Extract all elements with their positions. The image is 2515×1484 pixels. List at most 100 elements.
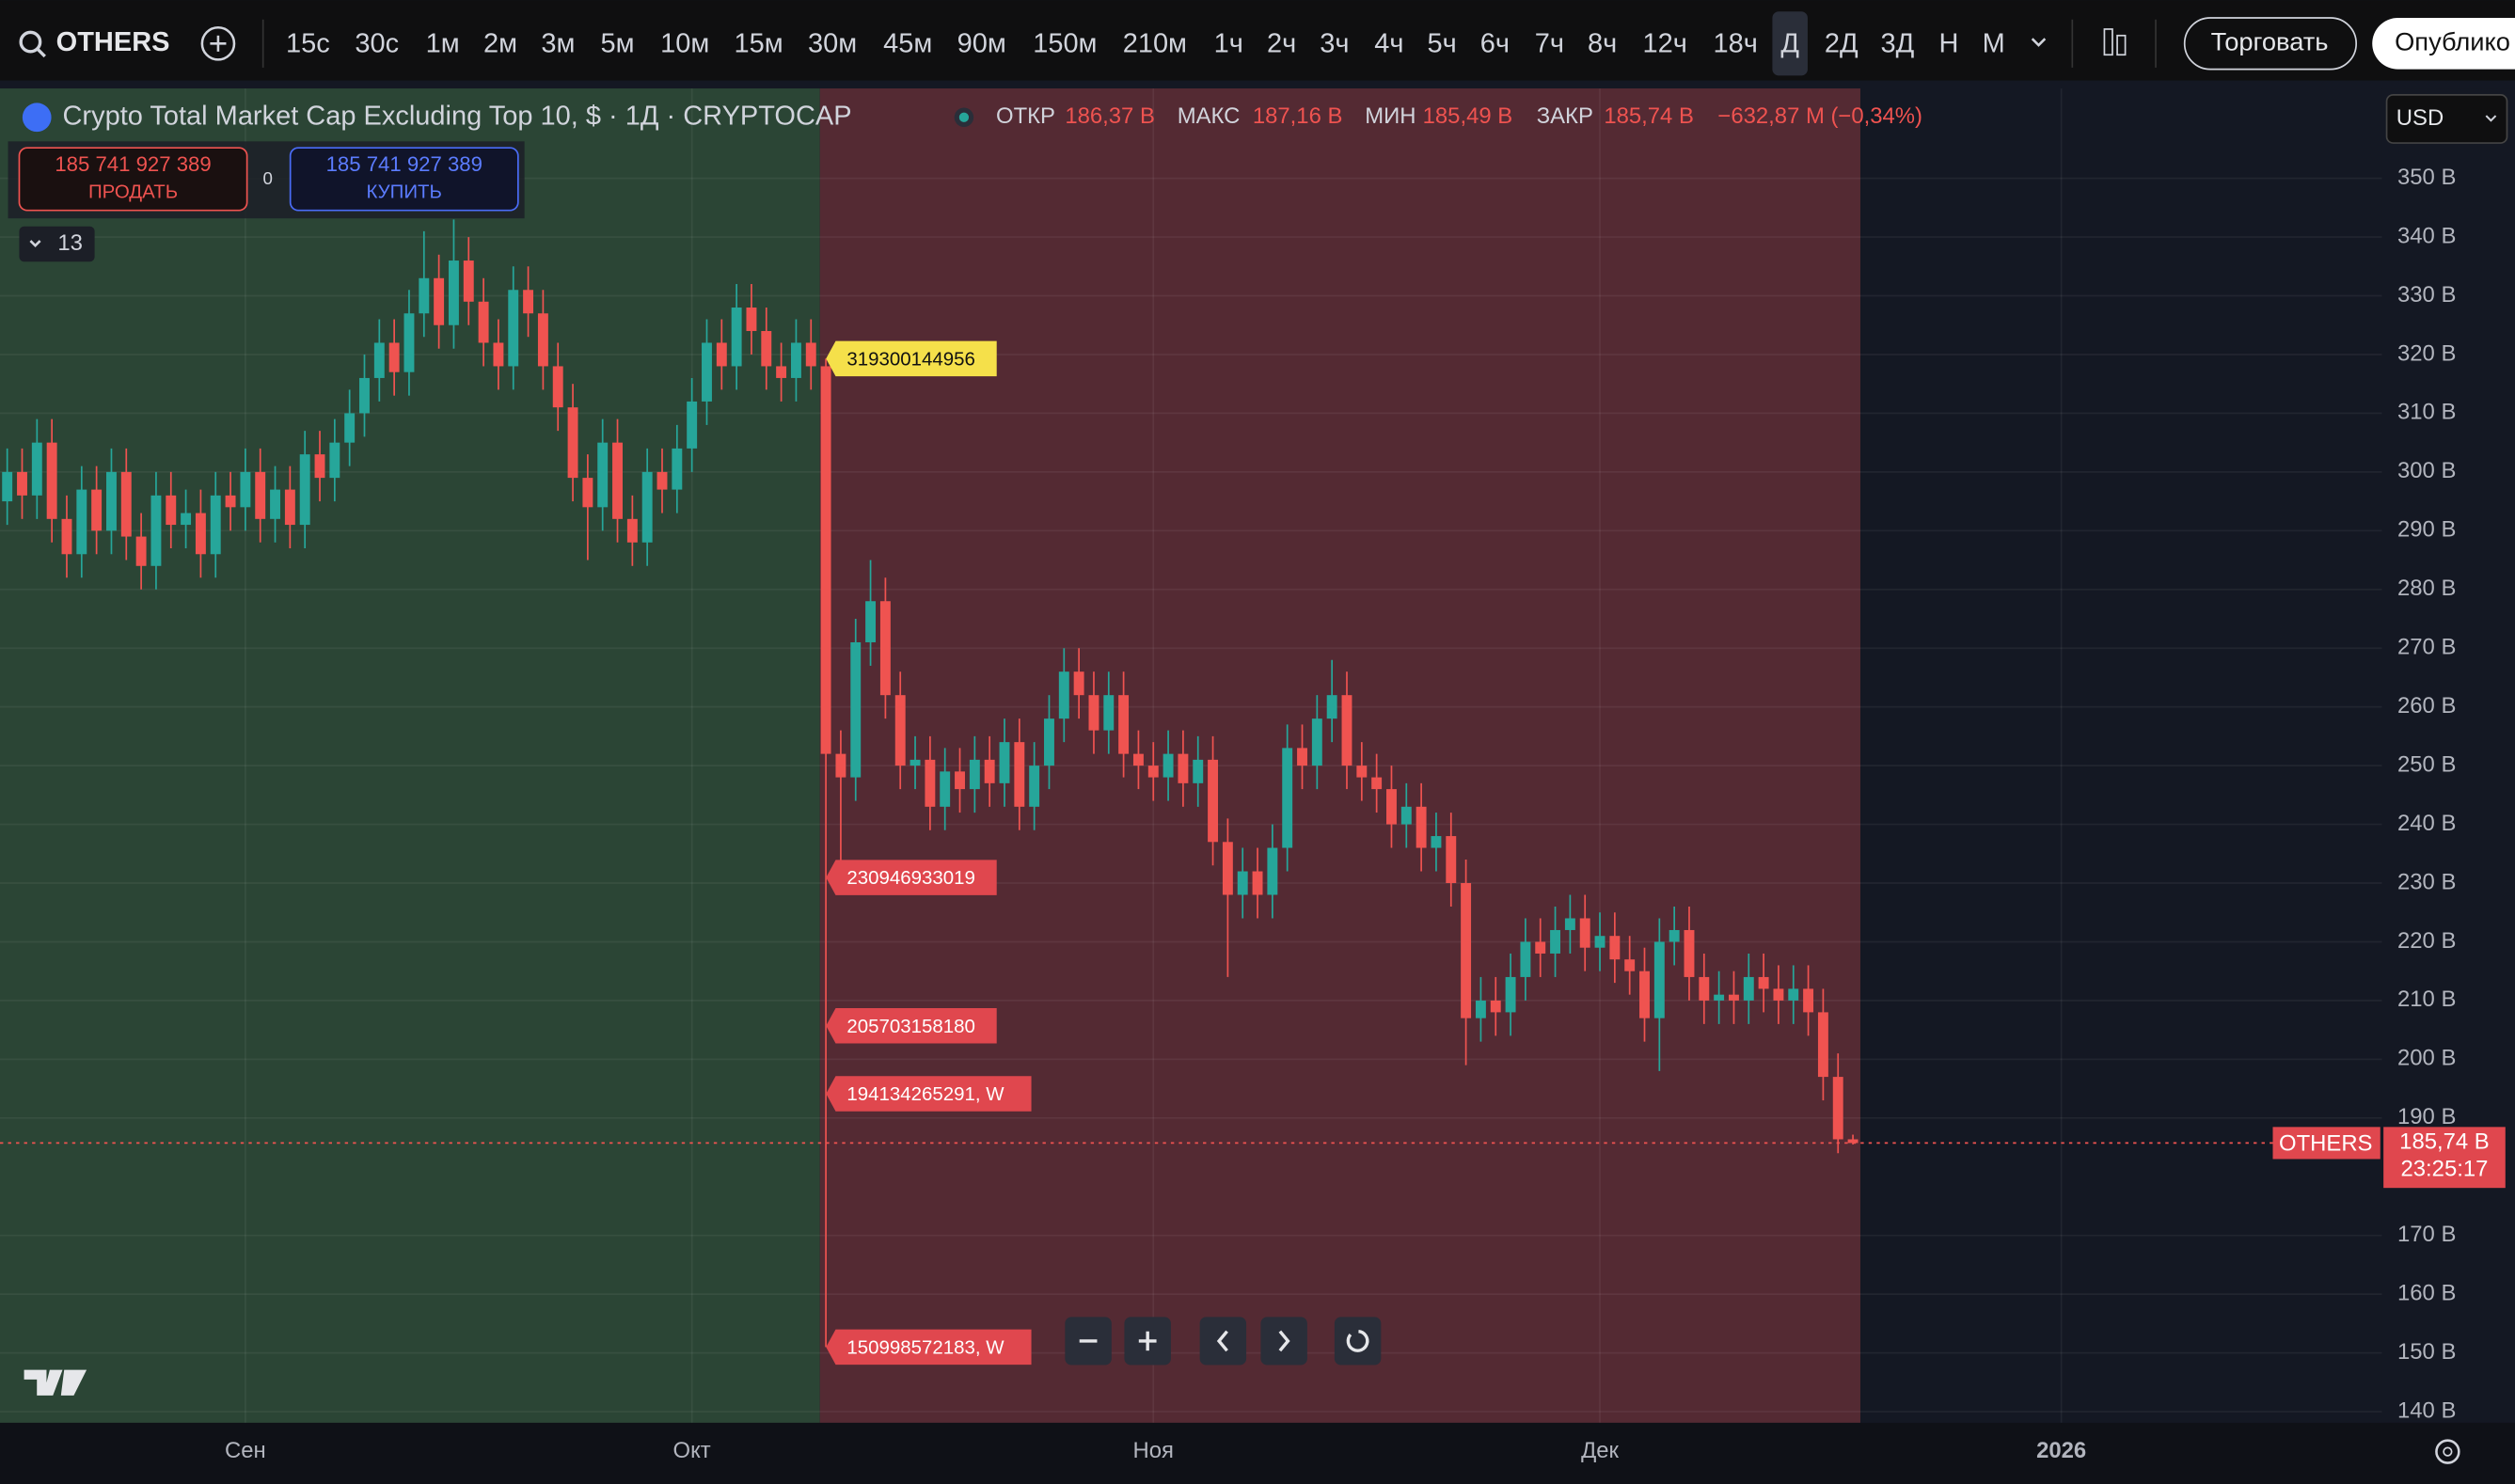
sell-price[interactable]: 185 741 927 389 bbox=[55, 152, 211, 176]
price-label-bg bbox=[826, 1329, 1032, 1366]
buy-label[interactable]: КУПИТЬ bbox=[367, 181, 442, 202]
settings[interactable] bbox=[2435, 1439, 2460, 1464]
candle-body bbox=[1297, 748, 1307, 766]
interval[interactable]: Н bbox=[1939, 29, 1959, 59]
add-symbol[interactable] bbox=[200, 25, 236, 61]
interval[interactable]: 3м bbox=[541, 29, 575, 59]
price-label-text: 319300144956 bbox=[846, 348, 975, 370]
buy-button[interactable] bbox=[289, 147, 519, 212]
price-tag-bg bbox=[2383, 1127, 2506, 1189]
sell-button[interactable] bbox=[18, 147, 248, 212]
logo[interactable] bbox=[24, 1369, 87, 1396]
more-intervals[interactable] bbox=[2031, 38, 2047, 47]
candle-body bbox=[1639, 971, 1650, 1018]
interval[interactable]: Д bbox=[1780, 29, 1799, 59]
publish-button[interactable] bbox=[2372, 18, 2515, 70]
candle-body bbox=[1446, 836, 1457, 884]
indicators-toggle[interactable]: 13 bbox=[19, 226, 95, 262]
candle-body bbox=[597, 442, 609, 508]
reset[interactable] bbox=[1334, 1317, 1382, 1366]
interval[interactable]: 8ч bbox=[1588, 29, 1617, 59]
interval[interactable]: 45м bbox=[883, 29, 932, 59]
price-label: 194134265291, W bbox=[826, 1076, 1032, 1112]
chart-type[interactable] bbox=[2103, 28, 2127, 56]
currency[interactable]: USD bbox=[2396, 105, 2444, 131]
y-tick-label: 250 B bbox=[2397, 751, 2456, 777]
interval[interactable]: 12ч bbox=[1642, 29, 1686, 59]
candle-body bbox=[1550, 929, 1561, 954]
candle-body bbox=[1044, 718, 1054, 766]
interval[interactable]: 90м bbox=[957, 29, 1006, 59]
candle-body bbox=[1029, 766, 1040, 807]
candle-body bbox=[1461, 883, 1472, 1018]
interval[interactable]: 6ч bbox=[1480, 29, 1510, 59]
interval[interactable]: 18ч bbox=[1714, 29, 1758, 59]
candle-body bbox=[687, 401, 698, 449]
candle-body bbox=[1490, 1000, 1501, 1013]
candle-body bbox=[1564, 918, 1575, 930]
candle-body bbox=[1118, 695, 1130, 754]
publish-label[interactable]: Опублико bbox=[2395, 27, 2510, 56]
y-tick-label: 320 B bbox=[2397, 340, 2456, 366]
interval[interactable]: 15м bbox=[735, 29, 783, 59]
price-label-bg bbox=[826, 1076, 1032, 1112]
candle-body bbox=[166, 495, 177, 526]
candle-body bbox=[61, 518, 72, 555]
candle-body bbox=[582, 478, 593, 508]
interval[interactable]: 210м bbox=[1123, 29, 1187, 59]
y-tick-label: 280 B bbox=[2397, 576, 2456, 601]
candle-body bbox=[284, 489, 295, 526]
candle-body bbox=[984, 759, 995, 783]
interval[interactable]: 10м bbox=[660, 29, 709, 59]
symbol-tag-bg bbox=[2272, 1127, 2381, 1160]
candle-body bbox=[76, 489, 87, 555]
candle-body bbox=[761, 330, 772, 367]
low-value: 185,49 B bbox=[1423, 103, 1513, 129]
interval[interactable]: 2ч bbox=[1267, 29, 1296, 59]
candle-body bbox=[1803, 988, 1814, 1013]
y-tick-label: 350 B bbox=[2397, 165, 2456, 190]
trade-button[interactable] bbox=[2183, 17, 2358, 71]
candle-body bbox=[850, 641, 862, 778]
interval[interactable]: 30м bbox=[808, 29, 857, 59]
interval[interactable]: 3Д bbox=[1881, 29, 1915, 59]
interval[interactable]: 5ч bbox=[1427, 29, 1456, 59]
interval[interactable]: 5м bbox=[601, 29, 635, 59]
price-label-bg bbox=[826, 340, 997, 377]
interval[interactable]: 4ч bbox=[1374, 29, 1403, 59]
indicators-count[interactable]: 13 bbox=[57, 230, 83, 256]
scroll-right[interactable] bbox=[1260, 1317, 1307, 1366]
interval[interactable]: 30с bbox=[355, 29, 399, 59]
interval[interactable]: 15с bbox=[286, 29, 330, 59]
interval[interactable]: 1ч bbox=[1214, 29, 1243, 59]
symbol-search[interactable]: OTHERS bbox=[19, 27, 170, 58]
candle-body bbox=[1788, 988, 1799, 1001]
interval[interactable]: М bbox=[1983, 29, 2005, 59]
candle-body bbox=[1653, 941, 1665, 1018]
interval[interactable]: 1м bbox=[426, 29, 460, 59]
candle-body bbox=[1103, 695, 1115, 731]
interval[interactable]: 3ч bbox=[1320, 29, 1349, 59]
spread: 0 bbox=[263, 168, 273, 188]
buy-price[interactable]: 185 741 927 389 bbox=[326, 152, 482, 176]
interval[interactable]: 2Д bbox=[1825, 29, 1859, 59]
open-value: 186,37 B bbox=[1065, 103, 1155, 129]
candle-body bbox=[344, 413, 356, 443]
interval[interactable]: 150м bbox=[1033, 29, 1097, 59]
candle-body bbox=[181, 513, 192, 526]
interval[interactable]: 7ч bbox=[1535, 29, 1564, 59]
candle-body bbox=[1267, 847, 1278, 895]
symbol[interactable]: OTHERS bbox=[56, 27, 170, 57]
session-bg bbox=[819, 88, 1860, 1423]
trade-label[interactable]: Торговать bbox=[2211, 27, 2329, 56]
scroll-left[interactable] bbox=[1199, 1317, 1247, 1366]
toolbar bbox=[0, 0, 2515, 81]
candle-body bbox=[255, 471, 266, 519]
candle-body bbox=[1282, 748, 1293, 848]
open-label: ОТКР bbox=[996, 103, 1055, 129]
currency-select[interactable]: USD bbox=[2385, 94, 2508, 144]
candle-body bbox=[195, 513, 206, 555]
sell-label[interactable]: ПРОДАТЬ bbox=[88, 181, 178, 202]
interval[interactable]: 2м bbox=[483, 29, 517, 59]
